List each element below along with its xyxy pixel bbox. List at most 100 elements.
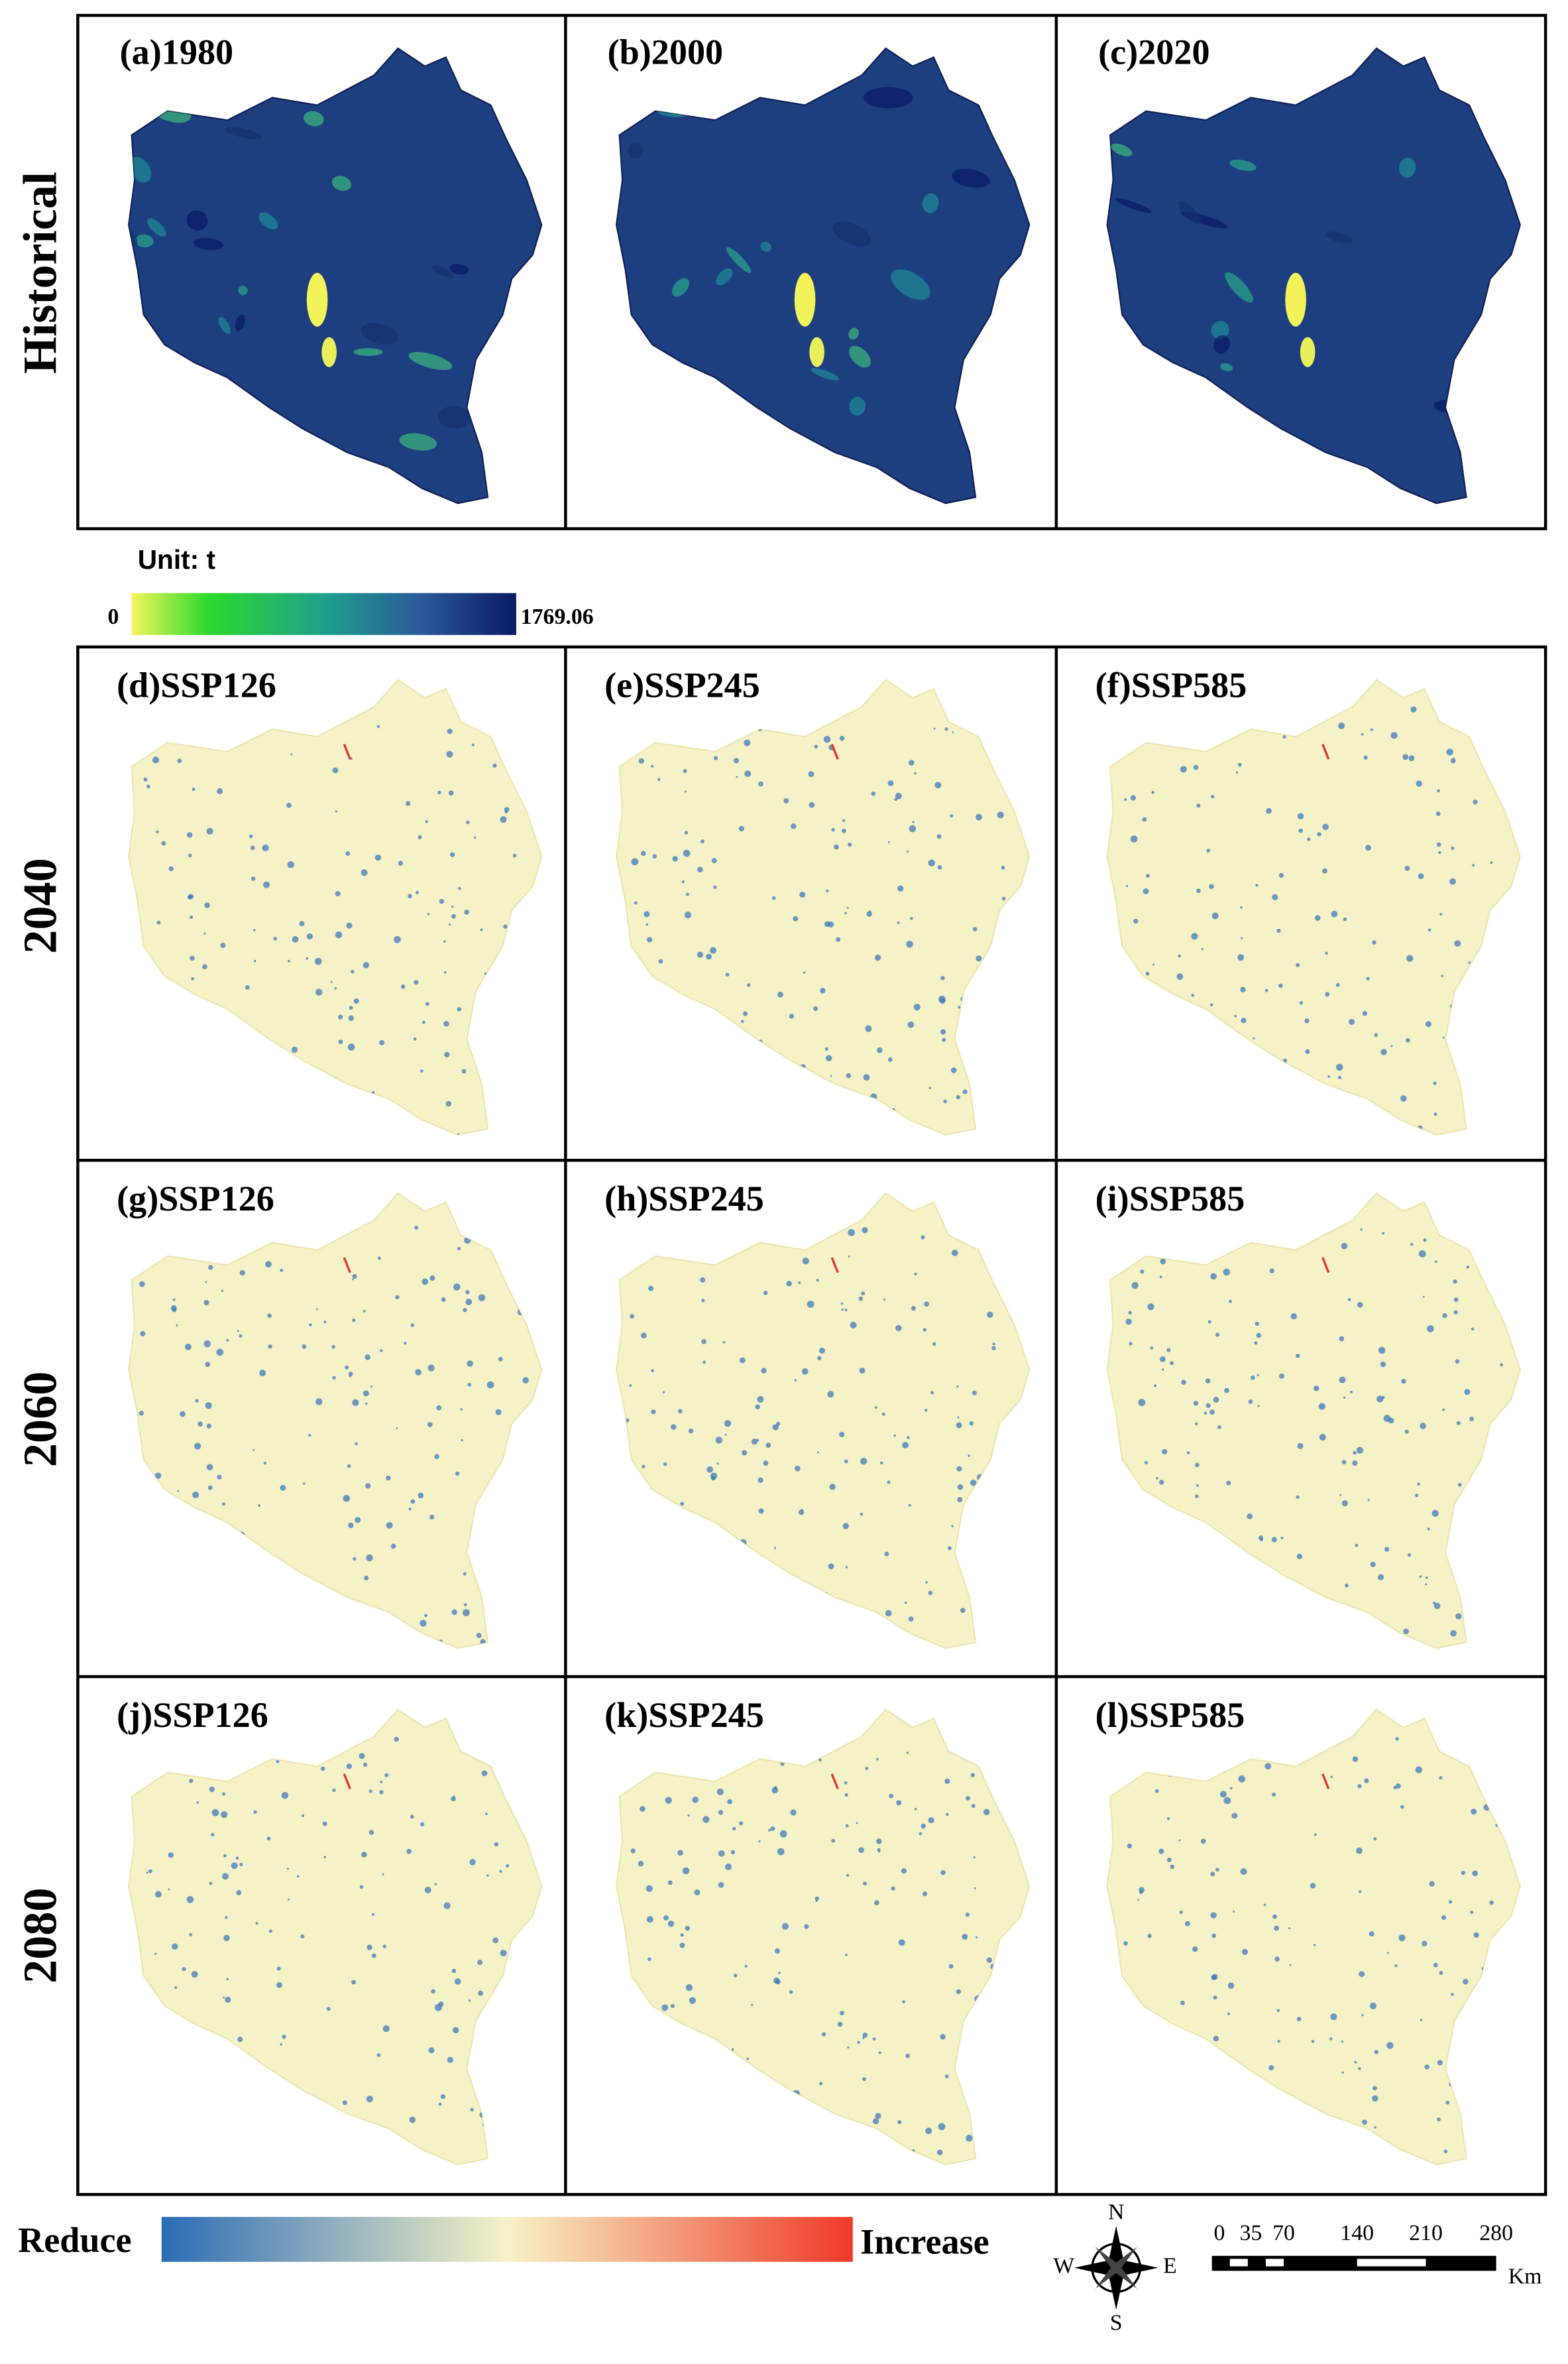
change-speck bbox=[366, 2096, 373, 2103]
change-speck bbox=[1422, 1940, 1428, 1946]
change-speck bbox=[1351, 1111, 1357, 1118]
change-speck bbox=[436, 1405, 442, 1411]
change-speck bbox=[494, 1842, 499, 1847]
change-speck bbox=[1354, 2060, 1357, 2064]
change-speck bbox=[1500, 2070, 1507, 2077]
change-speck bbox=[716, 1462, 719, 1465]
change-speck bbox=[216, 1348, 224, 1356]
change-speck bbox=[1429, 1881, 1435, 1887]
change-speck bbox=[651, 764, 654, 768]
change-speck bbox=[1469, 1747, 1476, 1753]
texture-patch bbox=[413, 15, 431, 62]
change-speck bbox=[799, 1509, 805, 1515]
change-speck bbox=[629, 1384, 632, 1388]
change-speck bbox=[250, 845, 255, 851]
change-speck bbox=[320, 1766, 325, 1771]
change-speck bbox=[145, 2133, 148, 2137]
change-speck bbox=[1280, 1536, 1284, 1540]
change-speck bbox=[346, 2166, 352, 2172]
change-speck bbox=[885, 1610, 892, 1617]
change-speck bbox=[951, 1525, 954, 1527]
change-speck bbox=[453, 1283, 461, 1291]
change-speck bbox=[1127, 1843, 1133, 1849]
texture-patch bbox=[1021, 499, 1050, 540]
change-speck bbox=[1215, 1867, 1219, 1872]
change-speck bbox=[1192, 1018, 1195, 1022]
change-speck bbox=[460, 1408, 463, 1411]
change-speck bbox=[683, 849, 691, 857]
change-speck bbox=[1314, 1833, 1317, 1836]
change-speck bbox=[451, 905, 454, 908]
change-speck bbox=[1467, 2051, 1471, 2054]
change-speck bbox=[1210, 1912, 1217, 1919]
change-speck bbox=[427, 913, 430, 916]
change-speck bbox=[1367, 1499, 1370, 1502]
change-speck bbox=[957, 1497, 963, 1503]
change-speck bbox=[913, 1004, 921, 1011]
change-speck bbox=[697, 1587, 703, 1594]
change-speck bbox=[1310, 1741, 1316, 1748]
change-speck bbox=[733, 1974, 738, 1978]
compass: N E S W bbox=[1053, 2200, 1177, 2335]
change-speck bbox=[463, 1603, 467, 1606]
change-speck bbox=[1257, 1374, 1259, 1377]
change-speck bbox=[1424, 2064, 1429, 2070]
panel-label: (l)SSP585 bbox=[1095, 1695, 1245, 1735]
change-speck bbox=[1202, 1753, 1207, 1759]
texture-patch bbox=[100, 447, 117, 458]
change-speck bbox=[427, 1422, 433, 1427]
texture-patch bbox=[848, 327, 859, 340]
scale-label: 0 bbox=[1214, 2221, 1225, 2245]
change-speck bbox=[1471, 1808, 1477, 1815]
change-speck bbox=[1500, 1363, 1504, 1367]
change-speck bbox=[1196, 1484, 1199, 1487]
change-speck bbox=[262, 844, 269, 852]
change-speck bbox=[1290, 1313, 1297, 1320]
texture-patch bbox=[531, 64, 565, 115]
change-speck bbox=[1454, 940, 1461, 947]
change-speck bbox=[206, 1464, 213, 1471]
change-speck bbox=[1438, 851, 1441, 855]
change-speck bbox=[773, 1977, 780, 1984]
change-speck bbox=[291, 1046, 298, 1053]
region bbox=[1106, 679, 1521, 1136]
change-speck bbox=[714, 2058, 720, 2064]
change-speck bbox=[640, 1806, 645, 1812]
change-speck bbox=[346, 1763, 353, 1769]
change-speck bbox=[363, 1390, 369, 1397]
change-speck bbox=[156, 2105, 158, 2108]
change-speck bbox=[972, 927, 978, 931]
change-speck bbox=[936, 2149, 943, 2156]
increase-speck bbox=[1321, 744, 1330, 760]
change-speck bbox=[692, 1081, 697, 1087]
change-speck bbox=[175, 1225, 182, 1232]
change-speck bbox=[682, 1867, 690, 1875]
change-speck bbox=[1461, 1870, 1465, 1875]
change-speck bbox=[1355, 1543, 1359, 1547]
texture-patch bbox=[848, 491, 866, 504]
change-speck bbox=[226, 1338, 229, 1342]
change-speck bbox=[757, 1395, 764, 1403]
change-speck bbox=[186, 2129, 193, 2136]
change-speck bbox=[338, 1039, 343, 1045]
change-speck bbox=[148, 1869, 152, 1873]
change-speck bbox=[940, 2034, 946, 2040]
change-speck bbox=[976, 1576, 980, 1580]
change-speck bbox=[758, 1840, 761, 1843]
change-speck bbox=[443, 940, 446, 943]
change-speck bbox=[722, 1340, 726, 1344]
change-speck bbox=[1154, 2091, 1160, 2098]
change-speck bbox=[504, 1771, 508, 1775]
texture-patch bbox=[1077, 378, 1093, 394]
texture-patch bbox=[805, 468, 852, 495]
change-speck bbox=[268, 1344, 272, 1349]
change-speck bbox=[680, 1502, 685, 1506]
texture-patch bbox=[1225, 272, 1253, 303]
change-speck bbox=[349, 1006, 353, 1010]
change-speck bbox=[846, 906, 849, 909]
change-speck bbox=[1210, 1622, 1217, 1629]
change-speck bbox=[642, 1464, 645, 1468]
change-speck bbox=[667, 1880, 673, 1885]
change-speck bbox=[345, 1365, 349, 1370]
change-speck bbox=[323, 1321, 327, 1324]
